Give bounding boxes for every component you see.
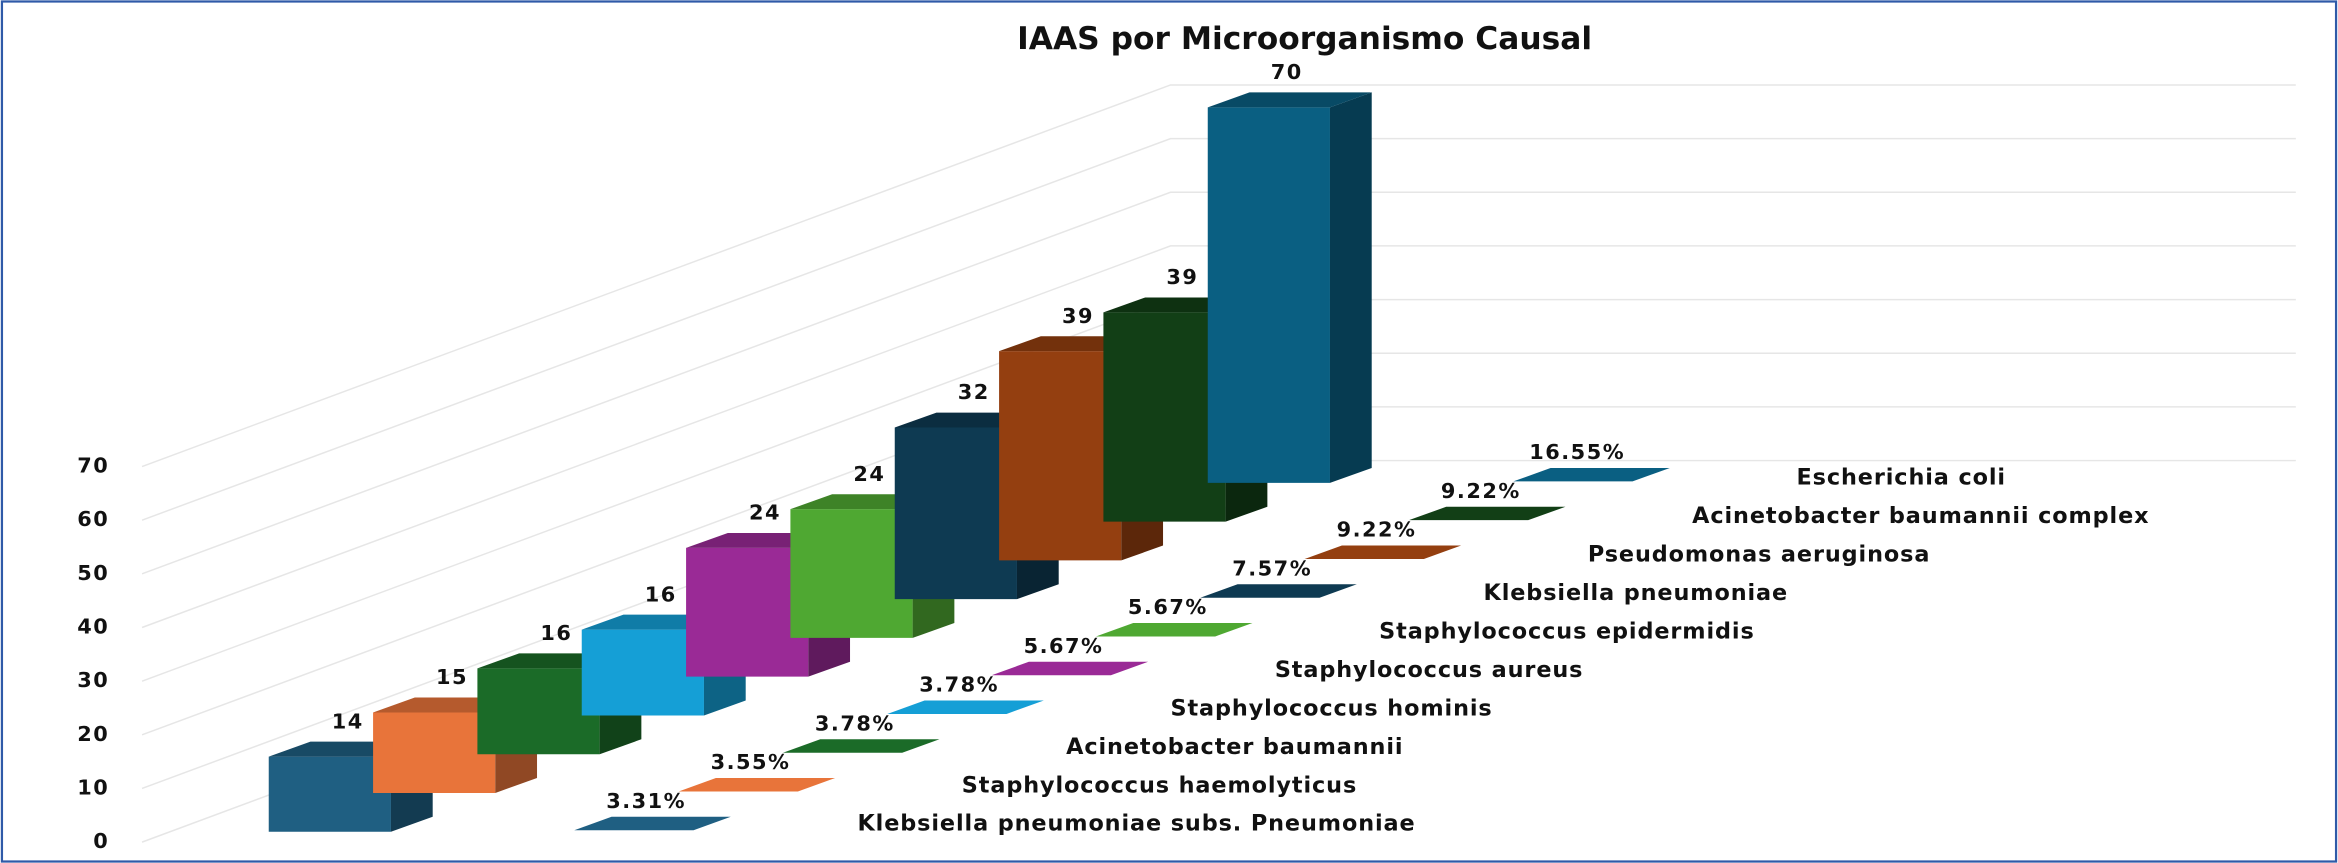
category-label: Staphylococcus aureus — [1275, 657, 1584, 683]
grid-line — [141, 84, 2296, 468]
percentage-label: 3.78% — [919, 673, 999, 697]
percentage-tile — [678, 778, 836, 792]
bar-front — [373, 712, 496, 793]
bar-front — [1207, 107, 1330, 483]
category-label: Klebsiella pneumoniae — [1483, 580, 1788, 606]
data-label: 15 — [436, 665, 468, 689]
percentage-label: 3.78% — [815, 711, 895, 735]
bar — [1207, 92, 1372, 483]
percentage-tile — [782, 739, 940, 753]
bar-top — [1207, 92, 1372, 108]
percentage-tile — [1200, 584, 1357, 598]
bar-front — [790, 509, 913, 638]
percentage-tile — [1304, 545, 1462, 559]
y-tick-label: 20 — [77, 722, 109, 746]
percentage-tile — [574, 816, 731, 831]
percentage-tile — [887, 700, 1044, 714]
y-tick-label: 30 — [77, 668, 109, 692]
bar-front — [581, 629, 704, 716]
bar-side — [1329, 92, 1372, 483]
percentage-label: 16.55% — [1529, 440, 1625, 464]
data-label: 16 — [540, 621, 572, 645]
percentage-label: 3.55% — [711, 750, 791, 774]
category-label: Klebsiella pneumoniae subs. Pneumoniae — [857, 811, 1415, 837]
data-label: 32 — [958, 380, 990, 404]
category-label: Pseudomonas aeruginosa — [1588, 542, 1931, 568]
data-label: 70 — [1271, 60, 1303, 84]
category-label: Escherichia coli — [1797, 465, 2006, 491]
data-label: 16 — [645, 582, 677, 606]
bar-front — [999, 351, 1122, 561]
category-label: Staphylococcus epidermidis — [1379, 618, 1755, 644]
data-label: 14 — [332, 709, 364, 733]
percentage-label: 5.67% — [1024, 634, 1104, 658]
percentage-label: 7.57% — [1232, 556, 1312, 580]
percentage-tile — [1095, 623, 1253, 637]
y-tick-label: 0 — [93, 829, 109, 853]
percentage-label: 9.22% — [1337, 518, 1417, 542]
percentage-label: 3.31% — [606, 789, 686, 813]
grid-line — [141, 191, 2296, 575]
percentage-tile — [1408, 506, 1566, 521]
bar-front — [894, 427, 1017, 600]
chart-title: IAAS por Microorganismo Causal — [1017, 21, 1592, 57]
bar-front — [268, 756, 391, 832]
y-tick-label: 40 — [77, 615, 109, 639]
percentage-label: 9.22% — [1441, 479, 1521, 503]
grid-line — [141, 245, 2296, 629]
grid-line — [141, 137, 2296, 521]
category-label: Staphylococcus hominis — [1170, 695, 1492, 721]
data-label: 24 — [749, 501, 781, 525]
percentage-tile — [1513, 468, 1670, 482]
bar-front — [477, 668, 600, 755]
category-label: Acinetobacter baumannii complex — [1692, 503, 2149, 529]
y-tick-label: 50 — [77, 561, 109, 585]
y-tick-label: 70 — [77, 454, 109, 478]
bar-front — [686, 547, 809, 677]
category-label: Staphylococcus haemolyticus — [962, 772, 1357, 798]
percentage-tile — [991, 661, 1149, 676]
data-label: 39 — [1062, 304, 1094, 328]
y-tick-label: 10 — [77, 775, 109, 799]
percentage-label: 5.67% — [1128, 595, 1208, 619]
data-label: 39 — [1166, 265, 1198, 289]
data-label: 24 — [853, 462, 885, 486]
bar-front — [1103, 312, 1226, 522]
category-label: Acinetobacter baumannii — [1066, 734, 1403, 760]
y-tick-label: 60 — [77, 507, 109, 531]
